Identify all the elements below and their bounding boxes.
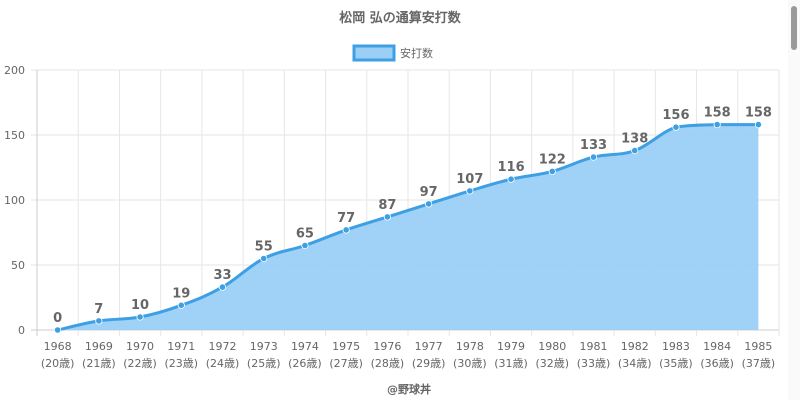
data-point — [95, 317, 103, 325]
x-tick-age: (20歳) — [41, 357, 75, 370]
data-label: 107 — [456, 172, 483, 187]
data-point — [589, 153, 598, 161]
data-label: 33 — [213, 268, 231, 283]
x-tick-age: (32歳) — [535, 357, 569, 370]
data-points — [54, 121, 762, 334]
x-tick-label: 1975 — [332, 340, 360, 353]
y-tick-label: 150 — [4, 129, 25, 142]
x-tick-label: 1972 — [209, 340, 237, 353]
y-tick-label: 50 — [11, 259, 25, 272]
data-label: 55 — [255, 240, 273, 255]
data-label: 7 — [94, 302, 103, 317]
x-tick-label: 1969 — [85, 340, 113, 353]
data-label: 19 — [172, 286, 190, 301]
x-tick-label: 1970 — [126, 340, 154, 353]
chart-title: 松岡 弘の通算安打数 — [339, 10, 462, 26]
data-point — [260, 254, 268, 263]
data-label: 138 — [621, 132, 648, 147]
series-line — [57, 123, 759, 332]
data-point — [177, 301, 185, 309]
data-labels: 0 7 10 19 33 55 65 77 87 97 107 116 122 133 138 156 158 1… — [53, 106, 772, 326]
x-tick-age: (37歳) — [742, 357, 776, 370]
y-tick-label: 100 — [4, 194, 25, 207]
x-tick-age: (23歳) — [164, 357, 198, 370]
x-tick-age: (35歳) — [659, 357, 693, 370]
scrollbar-thumb[interactable] — [791, 6, 797, 50]
data-label: 65 — [296, 227, 314, 242]
data-point — [507, 175, 515, 183]
series-area — [57, 124, 759, 330]
x-tick-age: (30歳) — [453, 357, 487, 370]
x-tick-label: 1968 — [44, 340, 72, 353]
data-label: 116 — [497, 160, 524, 175]
x-tick-label: 1974 — [291, 340, 319, 353]
x-tick-label: 1977 — [415, 340, 443, 353]
data-point — [383, 213, 391, 221]
x-tick-age: (29歳) — [412, 357, 446, 370]
data-point — [425, 200, 433, 208]
x-tick-age: (21歳) — [82, 357, 116, 370]
data-point — [218, 283, 227, 291]
x-tick-label: 1984 — [703, 340, 731, 353]
data-label: 97 — [420, 185, 438, 200]
data-point — [631, 147, 639, 155]
x-tick-age: (24歳) — [206, 357, 240, 370]
x-tick-label: 1978 — [456, 340, 484, 353]
x-tick-label: 1976 — [373, 340, 401, 353]
data-label: 158 — [745, 106, 772, 121]
x-tick-age: (27歳) — [329, 357, 363, 370]
data-point — [713, 121, 721, 129]
x-tick-age: (28歳) — [371, 357, 405, 370]
x-tick-label: 1973 — [250, 340, 278, 353]
scrollbar[interactable] — [788, 0, 800, 400]
y-tick-label: 0 — [18, 324, 25, 337]
y-axis: 0 50 100 150 200 — [4, 64, 25, 337]
x-tick-label: 1980 — [538, 340, 566, 353]
x-tick-age: (31歳) — [494, 357, 528, 370]
data-label: 0 — [53, 311, 62, 326]
x-tick-age: (34歳) — [618, 357, 652, 370]
data-point — [548, 167, 556, 175]
legend[interactable]: 安打数 — [352, 44, 433, 62]
x-tick-age: (26歳) — [288, 357, 322, 370]
data-point — [754, 121, 762, 129]
x-tick-age: (25歳) — [247, 357, 281, 370]
x-tick-label: 1985 — [744, 340, 772, 353]
x-tick-age: (36歳) — [700, 357, 734, 370]
x-tick-label: 1982 — [621, 340, 649, 353]
data-point — [54, 326, 62, 334]
x-tick-label: 1979 — [497, 340, 525, 353]
x-tick-label: 1981 — [580, 340, 608, 353]
data-label: 10 — [131, 298, 149, 313]
x-tick-label: 1971 — [167, 340, 195, 353]
x-tick-age: (33歳) — [577, 357, 611, 370]
x-axis: 1968 (20歳) 1969 (21歳) 1970 (22歳) 1971 (23歳) 1972… — [41, 340, 775, 370]
y-tick-label: 200 — [4, 64, 25, 77]
x-tick-label: 1983 — [662, 340, 690, 353]
data-label: 77 — [337, 211, 355, 226]
data-label: 133 — [580, 138, 607, 153]
x-tick-age: (22歳) — [123, 357, 157, 370]
data-point — [342, 226, 350, 234]
data-point — [466, 187, 474, 195]
data-point — [136, 313, 144, 321]
data-label: 87 — [378, 198, 396, 213]
data-label: 122 — [539, 152, 566, 167]
data-point — [301, 241, 309, 250]
legend-label: 安打数 — [400, 46, 433, 60]
credit: @野球丼 — [387, 382, 431, 396]
data-label: 156 — [662, 108, 689, 123]
legend-swatch — [352, 44, 396, 62]
data-label: 158 — [704, 106, 731, 121]
data-point — [672, 123, 680, 131]
